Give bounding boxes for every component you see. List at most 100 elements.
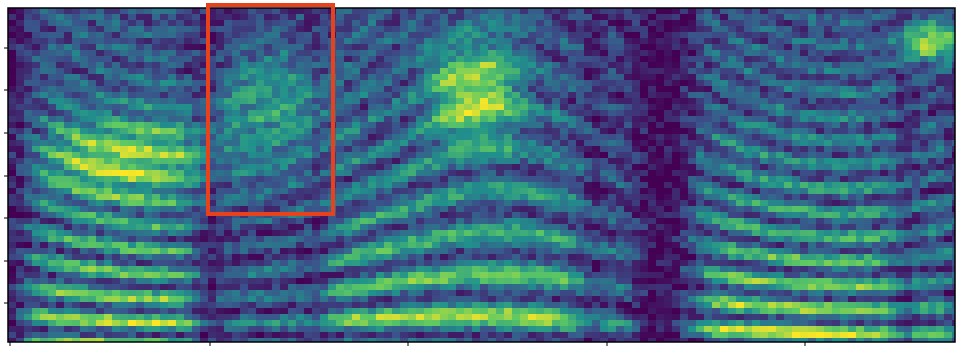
cell: [560, 122, 568, 128]
cell: [248, 326, 256, 332]
cell: [712, 206, 720, 212]
cell: [40, 158, 48, 164]
cell: [112, 32, 120, 38]
cell: [192, 110, 200, 116]
cell: [112, 302, 120, 308]
cell: [120, 116, 128, 122]
cell: [96, 170, 104, 176]
cell: [184, 236, 192, 242]
cell: [472, 230, 480, 236]
cell: [256, 128, 264, 134]
cell: [576, 230, 584, 236]
cell: [280, 134, 288, 140]
cell: [200, 296, 208, 302]
cell: [600, 26, 608, 32]
cell: [400, 212, 408, 218]
cell: [320, 140, 328, 146]
cell: [720, 62, 728, 68]
cell: [584, 266, 592, 272]
cell: [104, 98, 112, 104]
cell: [336, 68, 344, 74]
cell: [320, 260, 328, 266]
cell: [320, 86, 328, 92]
cell: [280, 92, 288, 98]
cell: [640, 206, 648, 212]
cell: [80, 20, 88, 26]
cell: [544, 242, 552, 248]
cell: [368, 92, 376, 98]
cell: [360, 140, 368, 146]
cell: [144, 134, 152, 140]
cell: [696, 290, 704, 296]
cell: [104, 164, 112, 170]
cell: [376, 158, 384, 164]
cell: [600, 74, 608, 80]
cell: [288, 254, 296, 260]
cell: [280, 176, 288, 182]
cell: [656, 188, 664, 194]
cell: [16, 56, 24, 62]
cell: [536, 206, 544, 212]
cell: [104, 170, 112, 176]
cell: [672, 194, 680, 200]
cell: [280, 290, 288, 296]
cell: [624, 260, 632, 266]
cell: [632, 116, 640, 122]
cell: [184, 308, 192, 314]
cell: [40, 50, 48, 56]
cell: [80, 206, 88, 212]
cell: [680, 320, 688, 326]
cell: [560, 278, 568, 284]
cell: [360, 302, 368, 308]
cell: [640, 50, 648, 56]
cell: [632, 314, 640, 320]
cell: [376, 128, 384, 134]
cell: [520, 278, 528, 284]
cell: [120, 296, 128, 302]
cell: [248, 248, 256, 254]
cell: [288, 182, 296, 188]
cell: [616, 314, 624, 320]
cell: [672, 218, 680, 224]
cell: [624, 44, 632, 50]
cell: [544, 104, 552, 110]
cell: [8, 320, 16, 326]
cell: [144, 272, 152, 278]
cell: [704, 272, 712, 278]
cell: [448, 164, 456, 170]
cell: [448, 194, 456, 200]
cell: [576, 272, 584, 278]
cell: [664, 302, 672, 308]
cell: [568, 8, 576, 14]
cell: [504, 206, 512, 212]
cell: [232, 122, 240, 128]
cell: [536, 146, 544, 152]
cell: [480, 74, 488, 80]
cell: [272, 218, 280, 224]
cell: [304, 248, 312, 254]
cell: [328, 266, 336, 272]
cell: [632, 146, 640, 152]
cell: [624, 290, 632, 296]
cell: [472, 164, 480, 170]
cell: [136, 164, 144, 170]
cell: [640, 104, 648, 110]
cell: [680, 266, 688, 272]
cell: [568, 14, 576, 20]
cell: [608, 290, 616, 296]
cell: [144, 14, 152, 20]
cell: [296, 176, 304, 182]
cell: [144, 188, 152, 194]
cell: [584, 86, 592, 92]
cell: [440, 284, 448, 290]
cell: [248, 224, 256, 230]
cell: [280, 146, 288, 152]
cell: [256, 68, 264, 74]
cell: [112, 260, 120, 266]
cell: [248, 86, 256, 92]
cell: [24, 116, 32, 122]
cell: [96, 152, 104, 158]
cell: [352, 326, 360, 332]
cell: [416, 176, 424, 182]
cell: [440, 62, 448, 68]
